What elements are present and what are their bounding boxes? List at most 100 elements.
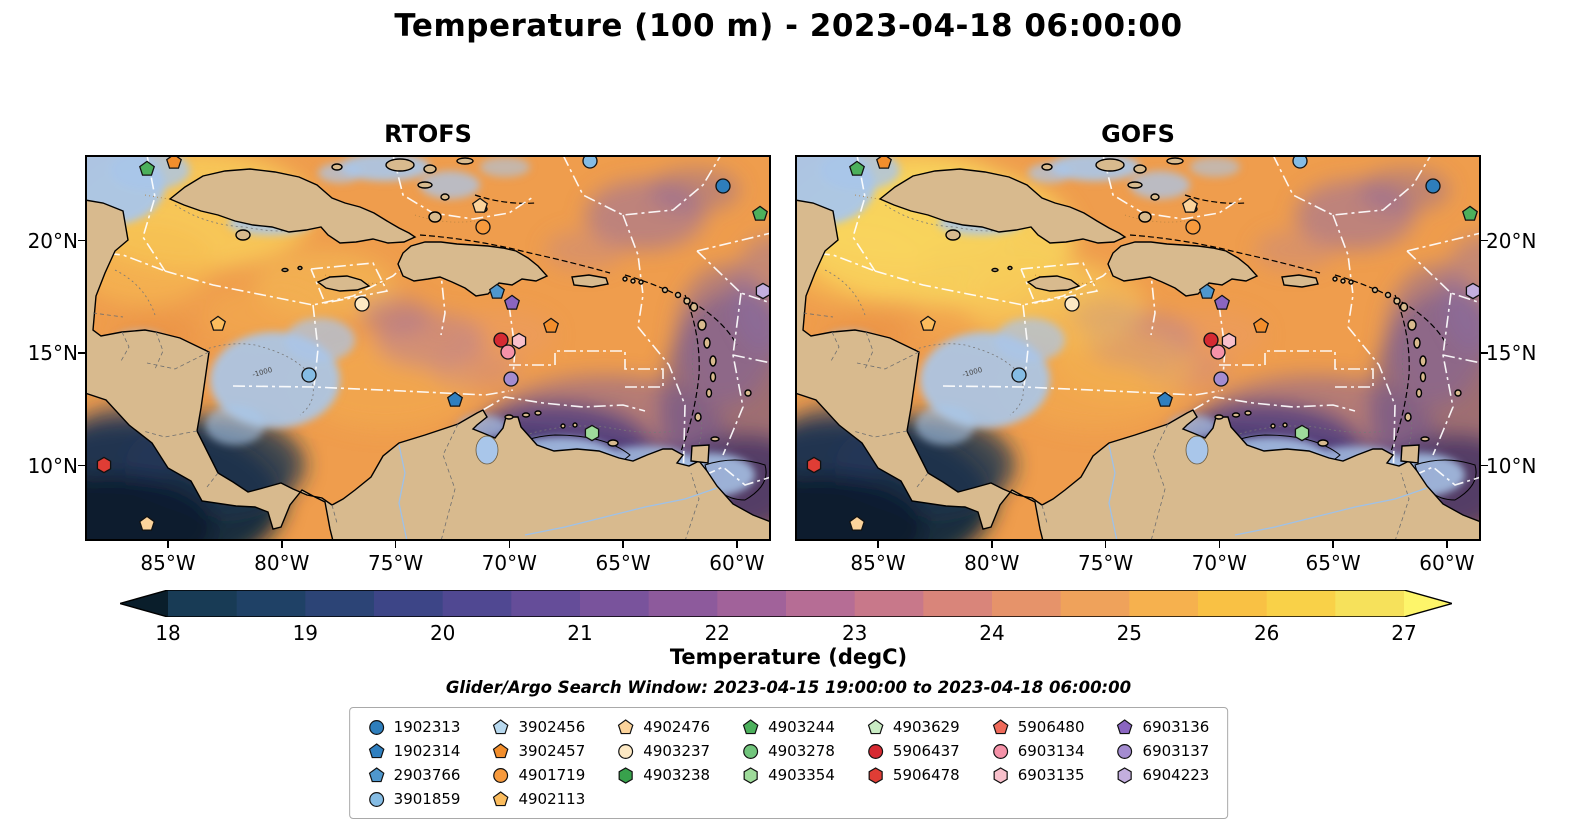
- page-title: Temperature (100 m) - 2023-04-18 06:00:0…: [394, 8, 1183, 44]
- pentagon-marker-icon: [493, 718, 509, 734]
- float-marker: [1157, 391, 1173, 407]
- float-marker: [489, 283, 505, 299]
- float-marker: [139, 160, 155, 176]
- search-window-subtitle: Glider/Argo Search Window: 2023-04-15 19…: [445, 678, 1132, 697]
- axis-tick: [1481, 239, 1488, 242]
- hexagon-marker-icon: [743, 766, 758, 784]
- colorbar-tick-label: 22: [704, 621, 731, 645]
- float-marker: [511, 332, 527, 350]
- platform-legend: 1902313 1902314 2903766 3901859 3902456 39024…: [348, 707, 1229, 819]
- legend-entry-label: 4903629: [892, 718, 960, 736]
- legend-entry: 4903278: [742, 741, 835, 761]
- legend-entry: 6903136: [1117, 717, 1210, 737]
- lat-tick-label: 20°N: [1486, 228, 1537, 253]
- legend-entry-label: 1902313: [393, 718, 461, 736]
- legend-entry-label: 4903278: [768, 742, 835, 760]
- axis-tick: [78, 239, 85, 242]
- legend-entry: 6903134: [992, 741, 1085, 761]
- colorbar-tick-label: 20: [429, 621, 456, 645]
- hexagon-marker-icon: [1117, 766, 1133, 784]
- float-marker: [876, 155, 892, 169]
- gofs-map-panel: -1000: [795, 155, 1481, 541]
- float-marker: [920, 315, 936, 331]
- circle-marker-icon: [867, 743, 883, 759]
- legend-column: 5906480 6903134 6903135: [992, 717, 1085, 809]
- pentagon-marker-icon: [617, 718, 634, 734]
- pentagon-marker-icon: [1117, 718, 1133, 734]
- legend-entry: 1902313: [368, 717, 461, 737]
- axis-tick: [1481, 464, 1488, 467]
- legend-entry: 4902476: [617, 717, 710, 737]
- pentagon-marker-icon: [867, 718, 884, 734]
- float-marker: [1182, 197, 1198, 213]
- colorbar-tick-label: 19: [292, 621, 319, 645]
- float-marker: [1214, 294, 1230, 310]
- float-markers: [96, 155, 771, 531]
- circle-marker-icon: [368, 791, 384, 807]
- float-marker: [1203, 332, 1219, 348]
- circle-marker-icon: [493, 767, 509, 783]
- circle-marker-icon: [1117, 743, 1133, 759]
- axis-tick: [167, 541, 169, 548]
- float-marker: [1185, 219, 1201, 235]
- legend-entry: 6903137: [1117, 741, 1209, 761]
- float-marker: [584, 424, 600, 442]
- colorbar: [117, 589, 1455, 618]
- float-marker: [472, 197, 488, 213]
- lon-tick-label: 85°W: [140, 551, 196, 575]
- float-marker: [582, 155, 598, 169]
- legend-entry-label: 6903136: [1142, 718, 1210, 736]
- legend-entry: 4903237: [617, 741, 710, 761]
- colorbar-tick-label: 26: [1253, 621, 1280, 645]
- axis-tick: [394, 541, 397, 548]
- legend-column: 3902456 3902457 4901719 4902113: [492, 717, 585, 809]
- axis-tick: [1104, 541, 1107, 548]
- legend-entry-label: 2903766: [393, 766, 461, 784]
- float-marker: [543, 317, 559, 333]
- axis-tick: [78, 352, 85, 354]
- lon-tick-label: 85°W: [850, 551, 906, 575]
- float-marker: [1210, 344, 1226, 360]
- temperature-map-svg: -1000: [795, 155, 1481, 541]
- hexagon-marker-icon: [993, 766, 1008, 784]
- pentagon-marker-icon: [493, 790, 509, 806]
- axis-tick: [991, 541, 993, 548]
- legend-entry: 2903766: [368, 765, 461, 785]
- pentagon-marker-icon: [992, 718, 1009, 734]
- legend-entry: 1902314: [368, 741, 460, 761]
- colorbar-label: Temperature (degC): [669, 645, 908, 669]
- legend-column: 4902476 4903237 4903238: [617, 717, 710, 809]
- legend-entry-label: 6904223: [1142, 766, 1210, 784]
- float-marker: [354, 296, 370, 312]
- float-marker: [1425, 178, 1441, 194]
- legend-entry: 3901859: [368, 789, 460, 809]
- float-marker: [139, 515, 155, 531]
- float-marker: [493, 332, 509, 348]
- circle-marker-icon: [368, 719, 384, 735]
- gofs-panel-title: GOFS: [1101, 120, 1175, 148]
- lon-tick-label: 60°W: [709, 551, 765, 575]
- axis-tick: [736, 541, 738, 548]
- colorbar-tick-label: 25: [1116, 621, 1143, 645]
- lon-tick-label: 70°W: [481, 551, 537, 575]
- legend-entry-label: 5906478: [892, 766, 960, 784]
- lat-tick-label: 10°N: [1486, 453, 1537, 478]
- axis-tick: [1218, 541, 1221, 548]
- pentagon-marker-icon: [368, 766, 384, 782]
- legend-entry: 5906437: [867, 741, 960, 761]
- axis-tick: [622, 541, 624, 548]
- legend-entry: 4902113: [492, 789, 585, 809]
- float-marker: [301, 367, 317, 383]
- legend-column: 4903629 5906437 5906478: [867, 717, 960, 809]
- lon-tick-label: 80°W: [254, 551, 310, 575]
- axis-tick: [78, 464, 85, 467]
- float-marker: [752, 205, 768, 221]
- lat-tick-label: 15°N: [27, 341, 78, 365]
- float-marker: [1064, 296, 1080, 312]
- colorbar-tick-label: 21: [567, 621, 593, 645]
- float-markers: [806, 155, 1481, 531]
- land-masses: [795, 157, 1481, 541]
- legend-entry: 3902456: [492, 717, 585, 737]
- legend-column: 6903136 6903137 6904223: [1117, 717, 1210, 809]
